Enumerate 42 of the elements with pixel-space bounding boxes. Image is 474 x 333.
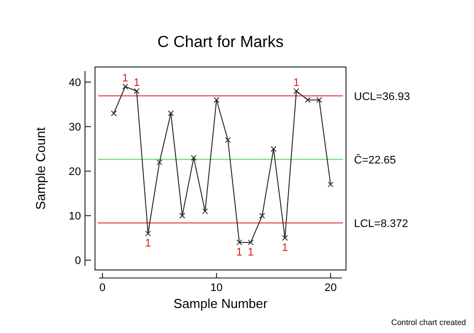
y-tick-label: 20 xyxy=(68,166,81,178)
annotation: 1 xyxy=(122,72,128,85)
point xyxy=(225,137,231,143)
point xyxy=(145,230,151,236)
point xyxy=(248,240,254,246)
chart-title: C Chart for Marks xyxy=(157,34,284,51)
ref-line-label: UCL=36.93 xyxy=(354,90,410,103)
annotation: 1 xyxy=(248,246,254,258)
annotation: 1 xyxy=(282,242,288,254)
y-tick-label: 30 xyxy=(68,122,81,134)
annotation: 1 xyxy=(236,246,242,258)
point xyxy=(270,146,276,152)
y-tick-label: 10 xyxy=(68,210,81,223)
ref-line-label: C̄=22.65 xyxy=(354,154,396,166)
point xyxy=(168,110,174,116)
y-axis-title: Sample Count xyxy=(33,126,48,210)
point xyxy=(259,212,266,219)
y-tick-label: 40 xyxy=(68,77,81,90)
point xyxy=(236,240,242,246)
point xyxy=(179,212,186,219)
point xyxy=(110,110,117,116)
point xyxy=(156,159,162,166)
point xyxy=(122,84,128,90)
annotation: 1 xyxy=(144,238,152,250)
point xyxy=(214,97,220,103)
point xyxy=(316,97,322,103)
point xyxy=(202,208,208,214)
text: Control chart created xyxy=(391,318,466,327)
point xyxy=(134,88,140,94)
y-tick-label: 0 xyxy=(74,255,81,268)
x-tick-label: 10 xyxy=(210,282,223,294)
point xyxy=(282,235,288,241)
x-tick-label: 0 xyxy=(99,282,106,294)
x-tick-label: 20 xyxy=(324,282,337,294)
ref-line-label: LCL=8.372 xyxy=(354,218,408,230)
annotation: 1 xyxy=(293,77,300,90)
annotation: 1 xyxy=(134,77,140,90)
point xyxy=(190,154,197,161)
point xyxy=(304,97,311,103)
x-axis-title: Sample Number xyxy=(174,296,268,311)
point xyxy=(293,88,300,94)
point xyxy=(328,182,334,188)
